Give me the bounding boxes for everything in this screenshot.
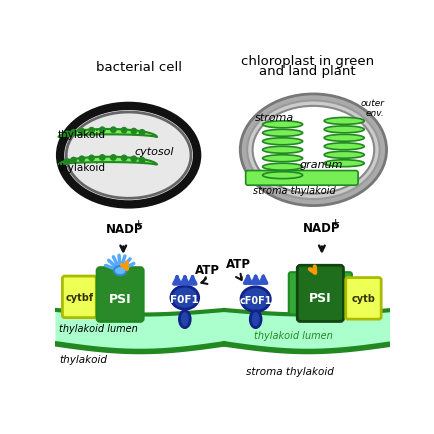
Polygon shape: [59, 130, 157, 138]
Text: chloroplast in green: chloroplast in green: [240, 55, 373, 68]
Text: ATP: ATP: [226, 258, 251, 270]
Circle shape: [65, 132, 70, 137]
Circle shape: [79, 129, 84, 135]
Circle shape: [99, 155, 105, 161]
Text: NADP: NADP: [106, 223, 143, 236]
Ellipse shape: [240, 287, 270, 312]
Ellipse shape: [247, 101, 379, 200]
Text: cytbf: cytbf: [65, 292, 93, 302]
Ellipse shape: [262, 122, 302, 128]
Circle shape: [99, 128, 105, 133]
Text: cytb: cytb: [351, 294, 375, 304]
Ellipse shape: [323, 135, 363, 142]
Circle shape: [71, 158, 76, 163]
Ellipse shape: [323, 144, 363, 151]
Ellipse shape: [252, 107, 373, 194]
Ellipse shape: [323, 152, 363, 159]
Ellipse shape: [262, 164, 302, 171]
Ellipse shape: [262, 130, 302, 137]
Text: thylakoid: thylakoid: [59, 355, 107, 365]
Ellipse shape: [240, 95, 386, 206]
Text: bacterial cell: bacterial cell: [95, 60, 181, 73]
Ellipse shape: [262, 172, 302, 179]
Polygon shape: [56, 310, 224, 352]
Circle shape: [131, 129, 136, 135]
Circle shape: [110, 128, 116, 133]
Text: NADP: NADP: [302, 222, 340, 235]
FancyBboxPatch shape: [97, 268, 143, 322]
Text: F0F1: F0F1: [170, 294, 199, 304]
FancyBboxPatch shape: [62, 276, 96, 318]
Text: cytosol: cytosol: [134, 147, 173, 157]
Ellipse shape: [323, 118, 363, 125]
Circle shape: [131, 157, 136, 162]
Ellipse shape: [262, 138, 302, 145]
FancyBboxPatch shape: [245, 171, 357, 186]
Text: stroma thylakoid: stroma thylakoid: [246, 366, 334, 376]
Circle shape: [79, 157, 84, 162]
Text: ATP: ATP: [194, 264, 219, 277]
Circle shape: [110, 155, 116, 161]
FancyBboxPatch shape: [288, 273, 305, 315]
Text: granum: granum: [299, 160, 342, 170]
Text: and land plant: and land plant: [258, 64, 355, 77]
Circle shape: [65, 160, 70, 165]
FancyBboxPatch shape: [345, 278, 380, 319]
Circle shape: [139, 158, 145, 163]
Ellipse shape: [60, 107, 197, 205]
Circle shape: [71, 130, 76, 136]
Text: +: +: [330, 217, 340, 227]
Ellipse shape: [66, 113, 191, 199]
Text: thylakoid: thylakoid: [58, 163, 105, 173]
Text: PSI: PSI: [108, 292, 131, 305]
Text: stroma thylakoid: stroma thylakoid: [252, 185, 335, 195]
Text: thylakoid lumen: thylakoid lumen: [253, 330, 332, 340]
Ellipse shape: [250, 311, 260, 328]
FancyBboxPatch shape: [334, 273, 351, 315]
Polygon shape: [59, 158, 157, 166]
Text: stroma: stroma: [255, 113, 294, 123]
Ellipse shape: [179, 311, 190, 328]
Ellipse shape: [323, 161, 363, 168]
Text: +: +: [134, 218, 143, 228]
Polygon shape: [223, 310, 392, 352]
Ellipse shape: [114, 266, 126, 276]
Text: outer
env.: outer env.: [359, 99, 383, 118]
Circle shape: [89, 156, 94, 161]
Circle shape: [121, 128, 126, 134]
Text: thylakoid lumen: thylakoid lumen: [59, 324, 138, 334]
FancyBboxPatch shape: [296, 266, 343, 322]
Ellipse shape: [323, 127, 363, 134]
Circle shape: [121, 156, 126, 161]
Circle shape: [89, 128, 94, 134]
Ellipse shape: [171, 286, 198, 309]
Ellipse shape: [262, 147, 302, 154]
Text: cF0F1: cF0F1: [239, 295, 271, 305]
Text: thylakoid: thylakoid: [58, 129, 105, 139]
Ellipse shape: [262, 155, 302, 162]
Circle shape: [139, 130, 145, 136]
Text: PSI: PSI: [308, 291, 331, 304]
